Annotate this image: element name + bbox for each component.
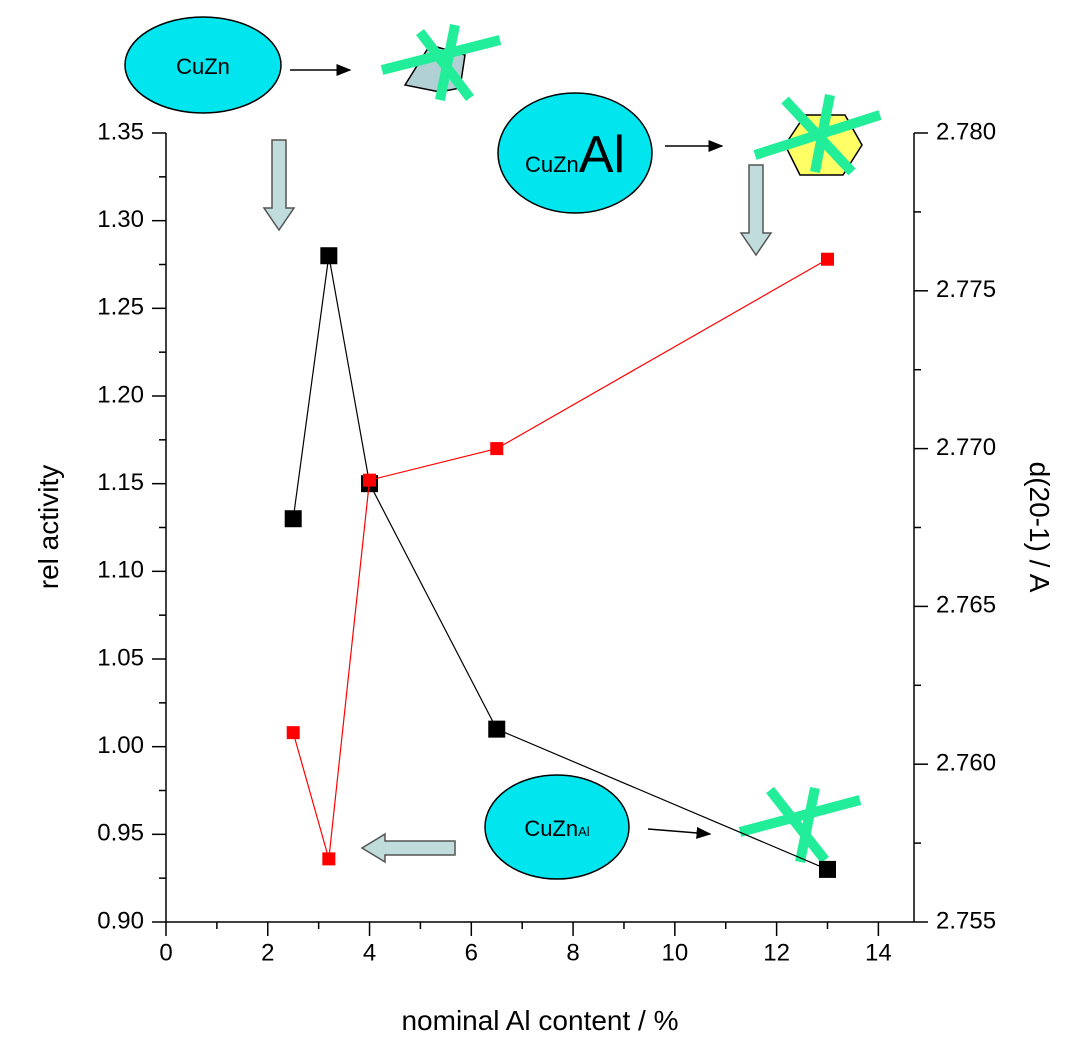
y2-tick-label: 2.775 — [936, 276, 996, 303]
x-tick-label: 10 — [661, 939, 688, 966]
y2-tick-label: 2.755 — [936, 907, 996, 934]
y2-axis-title: d(20-1) / A — [1024, 462, 1055, 593]
x-tick-label: 14 — [865, 939, 892, 966]
marker — [285, 511, 301, 527]
x-tick-label: 6 — [465, 939, 478, 966]
y2-tick-label: 2.780 — [936, 118, 996, 145]
annotation: Al — [578, 824, 590, 839]
marker — [322, 852, 335, 865]
y-axis-title: rel activity — [33, 465, 64, 589]
x-tick-label: 8 — [566, 939, 579, 966]
y-tick-label: 1.35 — [97, 118, 144, 145]
y-tick-label: 1.05 — [97, 644, 144, 671]
marker — [490, 442, 503, 455]
marker — [321, 248, 337, 264]
annotation: CuZn — [176, 54, 230, 79]
x-tick-label: 0 — [159, 939, 172, 966]
y-tick-label: 1.25 — [97, 294, 144, 321]
x-axis-title: nominal Al content / % — [401, 1005, 678, 1036]
y-tick-label: 1.10 — [97, 557, 144, 584]
y2-tick-label: 2.765 — [936, 592, 996, 619]
annotation: Al — [579, 126, 625, 184]
y2-tick-label: 2.770 — [936, 434, 996, 461]
x-tick-label: 4 — [363, 939, 376, 966]
marker — [819, 861, 835, 877]
marker — [287, 726, 300, 739]
y-tick-label: 1.15 — [97, 469, 144, 496]
y2-tick-label: 2.760 — [936, 750, 996, 777]
y-tick-label: 1.00 — [97, 732, 144, 759]
x-tick-label: 2 — [261, 939, 274, 966]
chart: CuZn CuZnAl CuZnAl nominal Al content / … — [0, 0, 1079, 1041]
x-tick-label: 12 — [763, 939, 790, 966]
y-tick-label: 1.30 — [97, 206, 144, 233]
y-tick-label: 0.95 — [97, 820, 144, 847]
y-tick-label: 0.90 — [97, 907, 144, 934]
y-tick-label: 1.20 — [97, 381, 144, 408]
annotation: CuZn — [524, 816, 578, 841]
marker — [821, 253, 834, 266]
marker — [489, 721, 505, 737]
marker — [363, 474, 376, 487]
annotation: CuZn — [525, 152, 579, 177]
series-line — [293, 259, 827, 859]
